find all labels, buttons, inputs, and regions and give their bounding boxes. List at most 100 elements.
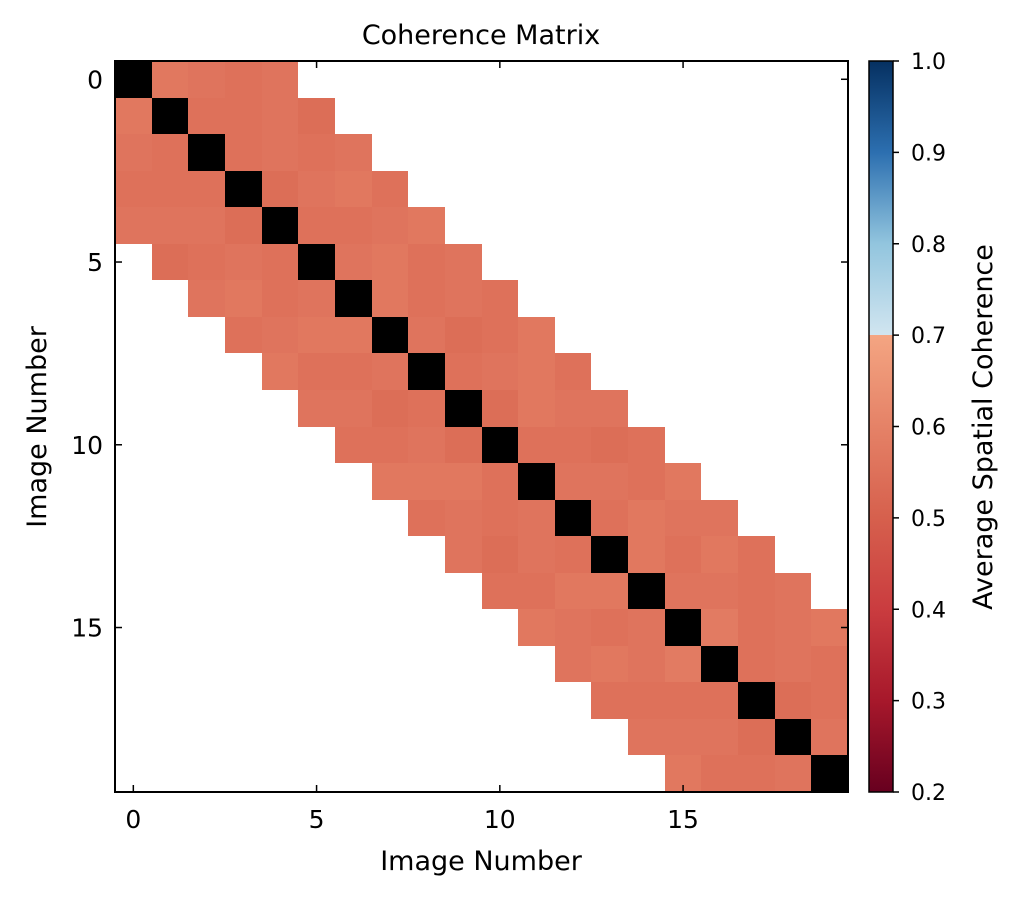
heatmap-cell	[152, 171, 188, 207]
heatmap-cell	[665, 682, 701, 719]
heatmap-cell	[591, 573, 628, 609]
diagonal-cell	[555, 500, 591, 536]
heatmap-cell	[408, 390, 445, 427]
diagonal-cell	[188, 134, 225, 171]
heatmap-cell	[628, 719, 665, 755]
heatmap-cell	[445, 427, 482, 463]
heatmap-cell	[701, 682, 738, 719]
heatmap-cell	[555, 390, 591, 427]
heatmap-cell	[701, 573, 738, 609]
diagonal-cell	[518, 463, 555, 500]
heatmap-cell	[152, 207, 188, 244]
heatmap-cell	[482, 390, 518, 427]
heatmap-cell	[225, 134, 262, 171]
y-axis-label: Image Number	[22, 325, 53, 528]
heatmap-cell	[115, 134, 152, 171]
heatmap-cell	[555, 427, 591, 463]
heatmap-cell	[152, 61, 188, 98]
heatmap-cell	[225, 280, 262, 317]
colorbar-label: Average Spatial Coherence	[968, 244, 999, 610]
diagonal-cell	[591, 536, 628, 573]
heatmap-cell	[298, 353, 335, 390]
heatmap-cell	[518, 609, 555, 646]
heatmap-cell	[335, 390, 372, 427]
heatmap-cell	[188, 98, 225, 134]
heatmap-cell	[482, 280, 518, 317]
heatmap-cell	[262, 98, 298, 134]
heatmap-cell	[188, 207, 225, 244]
heatmap-cell	[665, 500, 701, 536]
heatmap-cell	[555, 353, 591, 390]
diagonal-cell	[665, 609, 701, 646]
heatmap-cell	[738, 609, 775, 646]
heatmap-cell	[701, 755, 738, 792]
heatmap-cell	[482, 317, 518, 353]
heatmap-cell	[445, 536, 482, 573]
heatmap-cell	[665, 463, 701, 500]
heatmap-cell	[518, 573, 555, 609]
heatmap-cell	[701, 719, 738, 755]
heatmap-cell	[518, 390, 555, 427]
diagonal-cell	[482, 427, 518, 463]
heatmap-cell	[628, 500, 665, 536]
heatmap-cell	[775, 573, 811, 609]
heatmap-cell	[555, 573, 591, 609]
heatmap-cell	[628, 646, 665, 682]
x-tick-label: 5	[309, 805, 325, 834]
heatmap-cell	[665, 646, 701, 682]
x-axis-ticks: 0 5 10 15	[125, 61, 699, 834]
y-tick-label: 15	[71, 614, 103, 643]
diagonal-cell	[408, 353, 445, 390]
heatmap-cell	[188, 61, 225, 98]
heatmap-cell	[188, 280, 225, 317]
heatmap-cell	[738, 573, 775, 609]
heatmap-cell	[372, 353, 408, 390]
heatmap-cell	[372, 171, 408, 207]
heatmap-cell	[372, 427, 408, 463]
heatmap-cell	[298, 207, 335, 244]
heatmap-cell	[591, 427, 628, 463]
colorbar-tick-label: 0.2	[911, 781, 946, 806]
heatmap-cell	[445, 244, 482, 280]
colorbar-ticks: 0.2 0.3 0.4 0.5 0.6 0.7 0.8 0.9 1.0	[893, 50, 946, 806]
heatmap-cell	[665, 536, 701, 573]
heatmap-cell	[811, 682, 848, 719]
heatmap-cell	[225, 244, 262, 280]
diagonal-cell	[701, 646, 738, 682]
heatmap-cell	[408, 244, 445, 280]
heatmap-cell	[262, 61, 298, 98]
heatmap-cell	[372, 280, 408, 317]
heatmap-cell	[262, 280, 298, 317]
heatmap-cell	[335, 207, 372, 244]
heatmap-cell	[628, 536, 665, 573]
heatmap-cell	[482, 463, 518, 500]
heatmap-cell	[591, 463, 628, 500]
heatmap-cell	[225, 98, 262, 134]
heatmap-cell	[701, 500, 738, 536]
heatmap-cell	[591, 500, 628, 536]
heatmap-cell	[811, 646, 848, 682]
heatmap-cell	[188, 244, 225, 280]
heatmap-cell	[408, 463, 445, 500]
heatmap-cell	[115, 98, 152, 134]
heatmap-cell	[445, 500, 482, 536]
heatmap-cell	[482, 573, 518, 609]
heatmap-cell	[665, 719, 701, 755]
heatmap-cell	[628, 463, 665, 500]
heatmap-cell	[408, 427, 445, 463]
colorbar-tick-label: 0.6	[911, 416, 946, 441]
heatmap-cell	[298, 98, 335, 134]
heatmap-cell	[335, 171, 372, 207]
heatmap-cell	[152, 244, 188, 280]
diagonal-cell	[298, 244, 335, 280]
heatmap-cell	[298, 134, 335, 171]
colorbar-tick-label: 0.4	[911, 598, 946, 623]
heatmap-cell	[298, 390, 335, 427]
heatmap-cell	[445, 463, 482, 500]
heatmap-cell	[262, 171, 298, 207]
y-tick-label: 5	[87, 248, 103, 277]
heatmap-cell	[518, 353, 555, 390]
heatmap-cells	[115, 61, 848, 792]
heatmap-cell	[298, 171, 335, 207]
